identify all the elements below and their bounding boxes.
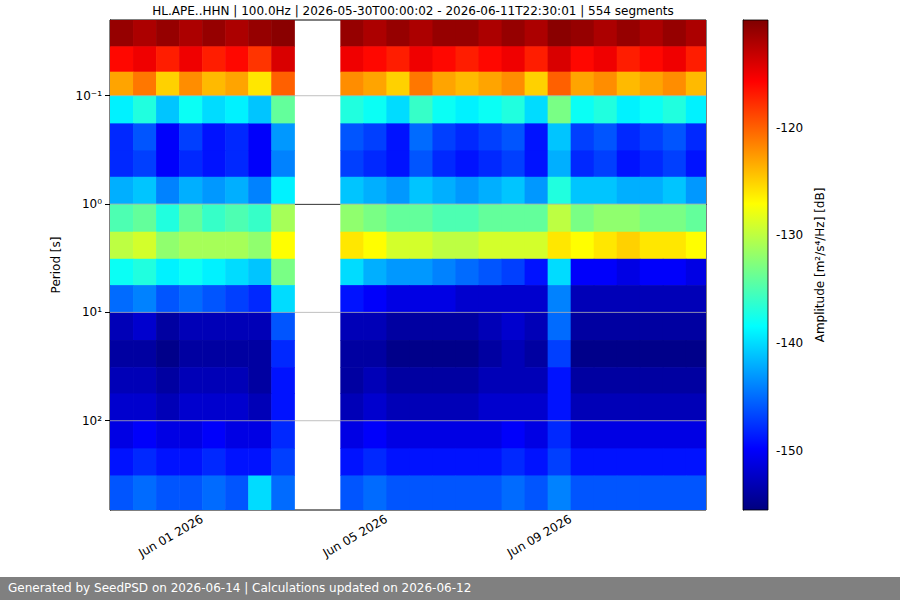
svg-text:10⁻¹: 10⁻¹: [76, 89, 103, 103]
svg-text:HL.APE..HHN | 100.0Hz | 2026-0: HL.APE..HHN | 100.0Hz | 2026-05-30T00:00…: [152, 4, 673, 18]
svg-text:-150: -150: [776, 444, 803, 458]
svg-text:Generated by SeedPSD on 2026-0: Generated by SeedPSD on 2026-06-14 | Cal…: [8, 581, 471, 595]
svg-text:Period [s]: Period [s]: [49, 237, 63, 294]
svg-text:10¹: 10¹: [82, 305, 102, 319]
svg-text:-120: -120: [776, 121, 803, 135]
svg-text:10⁰: 10⁰: [82, 197, 102, 211]
svg-text:Amplitude [m²/s⁴/Hz] [dB]: Amplitude [m²/s⁴/Hz] [dB]: [813, 188, 827, 343]
svg-text:Jun 05 2026: Jun 05 2026: [320, 512, 390, 561]
svg-text:10²: 10²: [82, 414, 102, 428]
svg-text:-140: -140: [776, 336, 803, 350]
svg-text:-130: -130: [776, 228, 803, 242]
svg-text:Jun 09 2026: Jun 09 2026: [504, 512, 574, 561]
svg-text:Jun 01 2026: Jun 01 2026: [135, 512, 205, 561]
